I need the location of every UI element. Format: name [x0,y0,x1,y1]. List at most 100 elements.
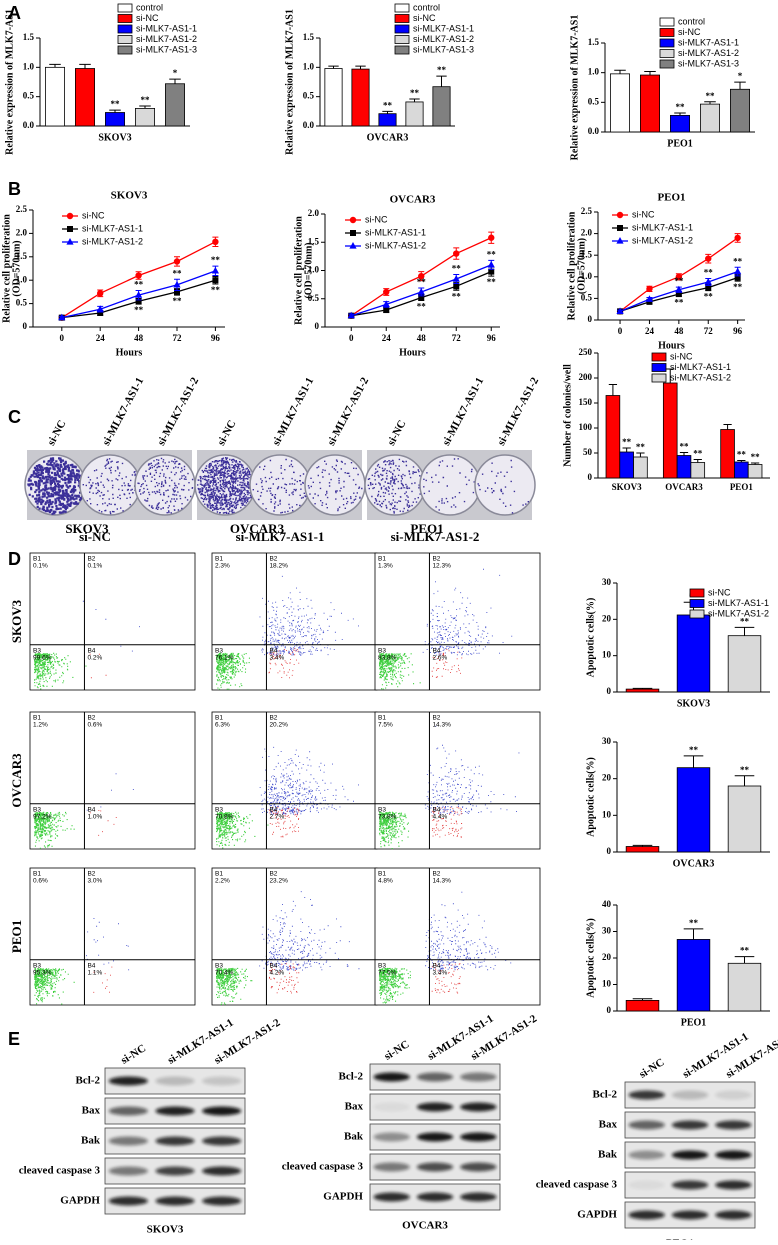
error-bar [683,928,704,940]
column-header: si-MLK7-AS1-1 [236,529,325,544]
quadrant-name: B3 [378,807,386,814]
blot-band [108,1106,148,1116]
quadrant-value: 76.1% [215,655,234,662]
blot-band [202,1196,242,1206]
blot-band [715,1210,752,1220]
legend-label: control [413,2,440,12]
x-axis-label: Hours [399,347,426,358]
blot-band [373,1072,410,1082]
colony-dots [27,457,85,515]
legend-label: si-NC [413,13,436,23]
legend-label: si-MLK7-AS1-3 [413,44,474,54]
bar [662,382,678,479]
x-tick-label: 0 [60,333,65,343]
quadrant-value: 70.4% [215,970,234,977]
y-tick-label: 1.0 [588,67,600,77]
quadrant-value: 99.6% [33,655,52,662]
x-tick-label: 48 [417,333,427,343]
quadrant-name: B2 [432,715,440,722]
significance: ** [211,285,221,295]
legend-label: si-MLK7-AS1-2 [365,240,426,250]
quadrant-name: B4 [432,807,440,814]
blot-band [715,1090,752,1100]
x-tick-label: PEO1 [730,482,754,492]
legend-label: si-MLK7-AS1-1 [708,598,769,608]
marker [675,291,682,298]
legend-label: si-MLK7-AS1-2 [82,236,143,246]
x-tick-label: 96 [211,333,221,343]
quadrant-value: 7.5% [378,722,393,729]
significance: ** [141,95,151,105]
quadrant-value: 14.3% [432,878,451,885]
quadrant-value: 97.2% [33,814,52,821]
quadrant-value: 3.0% [87,878,102,885]
bar [75,68,96,127]
blot-band [155,1076,195,1086]
error-bar [723,424,732,430]
x-axis-label: SKOV3 [98,132,131,143]
marker [212,277,219,284]
significance: ** [452,264,462,274]
colony-dots [367,458,424,514]
significance: ** [680,442,690,452]
legend-label: si-MLK7-AS1-2 [136,34,197,44]
protein-label: Bcl-2 [339,1071,364,1083]
marker [66,212,74,220]
legend-swatch [659,59,675,69]
legend-label: si-MLK7-AS1-1 [678,37,739,47]
marker [616,307,624,314]
bar [432,86,451,127]
quadrant-name: B3 [215,807,223,814]
y-tick-label: 2.0 [308,208,320,218]
well [79,454,141,516]
legend-label: control [678,16,705,26]
error-bar [409,98,420,102]
legend-label: si-MLK7-AS1-1 [365,227,426,237]
quadrant-value: 2.3% [215,563,230,570]
bar [351,68,370,127]
quadrant-value: 6.3% [215,722,230,729]
y-axis-label: Relative expression of MLK7-AS1 [569,15,580,161]
significance: ** [622,437,632,447]
quadrant-value: 4.8% [378,878,393,885]
significance: ** [704,268,714,278]
quadrant-name: B1 [33,556,41,563]
y-tick-label: 1.0 [308,265,320,275]
protein-label: cleaved caspase 3 [19,1165,101,1177]
marker [349,216,357,224]
y-axis-label: Relative expression of MLK7-AS1 [284,9,295,155]
flow-live-cells [379,811,410,850]
cell-line-label: OVCAR3 [402,1220,448,1232]
error-bar [679,452,689,456]
marker [135,272,142,279]
blot-band [671,1180,709,1190]
error-bar [693,459,702,463]
x-tick-label: 96 [487,333,497,343]
quadrant-name: B4 [87,963,95,970]
legend-swatch [659,17,675,27]
blot-band [460,1162,497,1172]
lane-label: si-MLK7-AS1-1 [440,376,486,448]
x-axis-label: OVCAR3 [673,858,715,869]
bar [324,68,343,127]
blot-band [460,1072,497,1082]
legend-swatch [651,352,667,362]
y-tick-label: 0.5 [588,96,600,106]
error-bar [355,65,366,70]
marker [212,238,219,246]
x-tick-label: OVCAR3 [665,482,703,492]
y-tick-label: 1.5 [581,249,593,259]
y-tick-label: 2.5 [581,206,593,216]
y-tick-label: 0.5 [308,293,320,303]
quadrant-value: 0.1% [87,563,102,570]
x-tick-label: 24 [645,326,655,336]
blot-band [671,1150,709,1160]
error-bar [734,775,755,786]
y-tick-label: 0.5 [16,298,28,308]
marker [135,298,142,305]
y-axis-label: Apoptotic cells(%) [585,918,596,998]
significance: ** [674,297,684,307]
legend-swatch [394,24,410,34]
y-tick-label: 20 [602,613,612,623]
y-tick-label: 2.5 [16,204,28,214]
